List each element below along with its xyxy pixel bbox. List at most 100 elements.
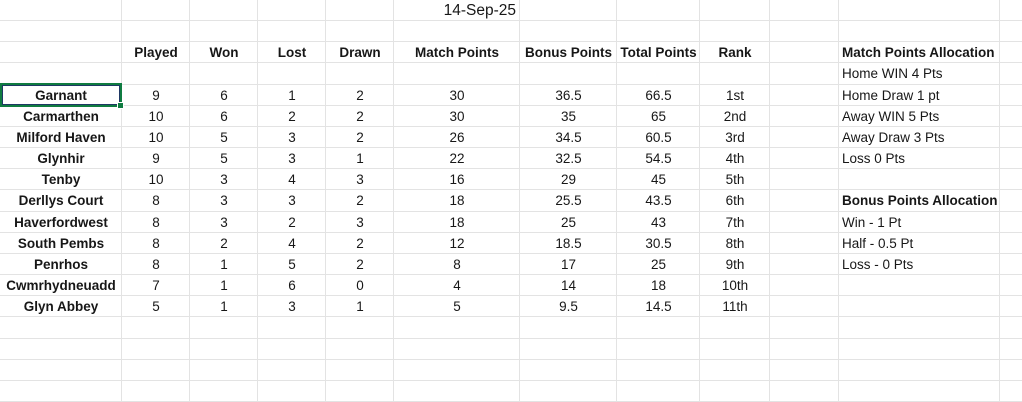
team-name-cell[interactable]: Milford Haven [16, 129, 106, 145]
team-name-cell[interactable]: Tenby [41, 172, 81, 188]
allocation-line[interactable]: Loss - 0 Pts [842, 256, 914, 272]
stat-cell[interactable]: 4 [288, 235, 296, 251]
stat-cell[interactable]: 14 [560, 278, 577, 294]
stat-cell[interactable]: 5 [220, 129, 228, 145]
stat-cell[interactable]: 17 [560, 256, 577, 272]
stat-cell[interactable]: 36.5 [555, 87, 582, 103]
stat-cell[interactable]: 6 [288, 278, 296, 294]
stat-cell[interactable]: 7th [725, 214, 745, 230]
team-name-cell[interactable]: Cwmrhydneuadd [6, 278, 116, 294]
stat-cell[interactable]: 8 [152, 235, 160, 251]
stat-cell[interactable]: 2 [288, 108, 296, 124]
header-lost[interactable]: Lost [277, 45, 307, 61]
header-total-points[interactable]: Total Points [620, 45, 697, 61]
team-name-cell[interactable]: Derllys Court [18, 193, 104, 209]
allocation-line[interactable]: Away Draw 3 Pts [842, 129, 945, 145]
stat-cell[interactable]: 29 [560, 172, 577, 188]
team-name-cell[interactable]: Garnant [35, 87, 87, 103]
stat-cell[interactable]: 18 [449, 193, 465, 209]
stat-cell[interactable]: 35 [560, 108, 577, 124]
stat-cell[interactable]: 3 [288, 193, 296, 209]
team-name-cell[interactable]: Glyn Abbey [23, 299, 99, 315]
team-name-cell[interactable]: Glynhir [37, 151, 85, 167]
stat-cell[interactable]: 3rd [725, 129, 745, 145]
stat-cell[interactable]: 5 [288, 256, 296, 272]
stat-cell[interactable]: 65 [650, 108, 667, 124]
stat-cell[interactable]: 25.5 [555, 193, 582, 209]
stat-cell[interactable]: 2nd [723, 108, 747, 124]
stat-cell[interactable]: 4 [453, 278, 461, 294]
stat-cell[interactable]: 25 [650, 256, 667, 272]
allocation-line[interactable]: Half - 0.5 Pt [842, 235, 914, 251]
stat-cell[interactable]: 30.5 [645, 235, 672, 251]
stat-cell[interactable]: 9.5 [559, 299, 578, 315]
stat-cell[interactable]: 1st [725, 87, 744, 103]
stat-cell[interactable]: 5 [453, 299, 461, 315]
stat-cell[interactable]: 66.5 [645, 87, 672, 103]
header-rank[interactable]: Rank [718, 45, 752, 61]
stat-cell[interactable]: 6 [220, 87, 228, 103]
stat-cell[interactable]: 10 [148, 172, 164, 188]
stat-cell[interactable]: 3 [356, 172, 364, 188]
stat-cell[interactable]: 18 [449, 214, 465, 230]
header-match-points[interactable]: Match Points [414, 45, 499, 61]
stat-cell[interactable]: 4 [288, 172, 296, 188]
stat-cell[interactable]: 1 [356, 299, 364, 315]
stat-cell[interactable]: 5th [725, 172, 745, 188]
allocation-line[interactable]: Away WIN 5 Pts [842, 108, 940, 124]
stat-cell[interactable]: 2 [356, 256, 364, 272]
allocation-line[interactable]: Loss 0 Pts [842, 151, 906, 167]
stat-cell[interactable]: 1 [220, 278, 228, 294]
stat-cell[interactable]: 1 [220, 256, 228, 272]
stat-cell[interactable]: 4th [725, 151, 745, 167]
allocation-line[interactable]: Home WIN 4 Pts [842, 66, 943, 82]
match-points-allocation-title[interactable]: Match Points Allocation [842, 45, 995, 61]
stat-cell[interactable]: 2 [356, 235, 364, 251]
stat-cell[interactable]: 5 [220, 151, 228, 167]
stat-cell[interactable]: 32.5 [555, 151, 582, 167]
stat-cell[interactable]: 3 [356, 214, 364, 230]
stat-cell[interactable]: 12 [449, 235, 465, 251]
bonus-points-allocation-title[interactable]: Bonus Points Allocation [842, 193, 998, 209]
stat-cell[interactable]: 3 [288, 151, 296, 167]
stat-cell[interactable]: 8th [725, 235, 745, 251]
header-won[interactable]: Won [209, 45, 239, 61]
team-name-cell[interactable]: South Pembs [17, 235, 105, 251]
stat-cell[interactable]: 2 [356, 87, 364, 103]
stat-cell[interactable]: 8 [453, 256, 461, 272]
stat-cell[interactable]: 2 [356, 193, 364, 209]
stat-cell[interactable]: 10th [721, 278, 749, 294]
stat-cell[interactable]: 3 [220, 172, 228, 188]
stat-cell[interactable]: 43 [650, 214, 667, 230]
team-name-cell[interactable]: Haverfordwest [14, 214, 108, 230]
stat-cell[interactable]: 5 [152, 299, 160, 315]
stat-cell[interactable]: 2 [356, 108, 364, 124]
stat-cell[interactable]: 8 [152, 256, 160, 272]
stat-cell[interactable]: 6 [220, 108, 228, 124]
stat-cell[interactable]: 1 [220, 299, 228, 315]
header-drawn[interactable]: Drawn [339, 45, 381, 61]
stat-cell[interactable]: 10 [148, 129, 164, 145]
team-name-cell[interactable]: Penrhos [33, 256, 88, 272]
stat-cell[interactable]: 22 [449, 151, 465, 167]
stat-cell[interactable]: 8 [152, 193, 160, 209]
allocation-line[interactable]: Win - 1 Pt [842, 214, 902, 230]
stat-cell[interactable]: 3 [288, 299, 296, 315]
stat-cell[interactable]: 30 [449, 108, 465, 124]
stat-cell[interactable]: 2 [288, 214, 296, 230]
stat-cell[interactable]: 60.5 [645, 129, 672, 145]
stat-cell[interactable]: 9 [152, 151, 160, 167]
date-cell[interactable]: 14-Sep-25 [443, 2, 516, 19]
stat-cell[interactable]: 45 [650, 172, 667, 188]
header-played[interactable]: Played [134, 45, 178, 61]
stat-cell[interactable]: 54.5 [645, 151, 672, 167]
stat-cell[interactable]: 26 [449, 129, 465, 145]
stat-cell[interactable]: 18 [650, 278, 667, 294]
stat-cell[interactable]: 3 [220, 214, 228, 230]
stat-cell[interactable]: 1 [356, 151, 364, 167]
team-name-cell[interactable]: Carmarthen [23, 108, 99, 124]
stat-cell[interactable]: 2 [220, 235, 228, 251]
stat-cell[interactable]: 16 [449, 172, 465, 188]
fill-handle[interactable] [117, 102, 124, 109]
